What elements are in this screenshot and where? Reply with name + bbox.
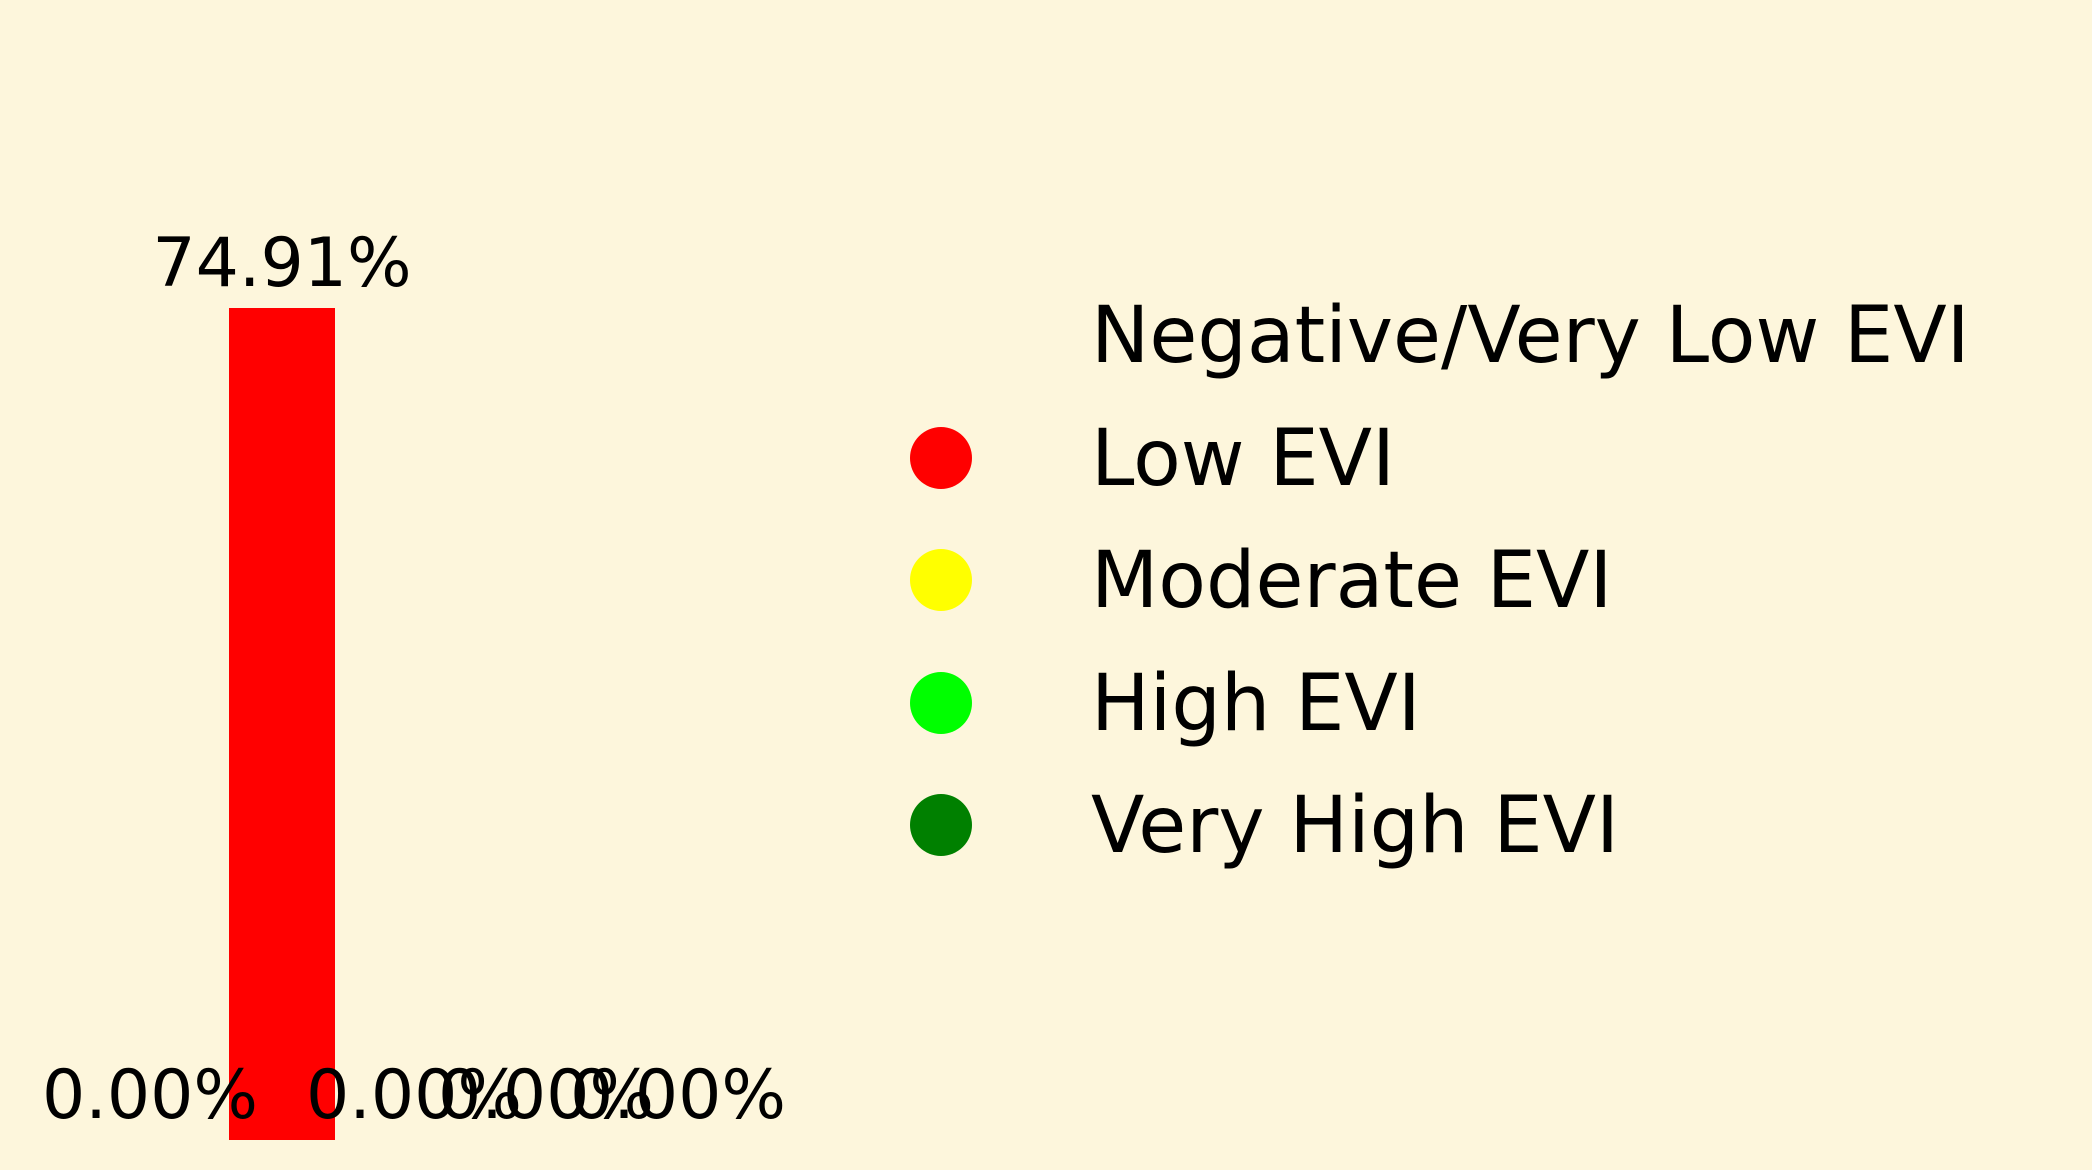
legend-marker-2: [910, 427, 972, 489]
legend-label-1: Negative/Very Low EVI: [1091, 291, 1970, 381]
bar-2: [229, 308, 335, 1140]
legend-marker-5: [910, 794, 972, 856]
data-label-5: 0.00%: [570, 1056, 786, 1135]
data-label-2: 74.91%: [152, 224, 411, 303]
legend-label-3: Moderate EVI: [1091, 536, 1612, 626]
bars-group: [229, 308, 335, 1140]
data-label-1: 0.00%: [42, 1056, 258, 1135]
legend-marker-4: [910, 672, 972, 734]
legend-label-2: Low EVI: [1091, 414, 1395, 504]
legend-marker-3: [910, 549, 972, 611]
legend-label-4: High EVI: [1091, 659, 1421, 749]
legend-marker-1: [910, 304, 972, 366]
legend-label-5: Very High EVI: [1091, 781, 1619, 871]
